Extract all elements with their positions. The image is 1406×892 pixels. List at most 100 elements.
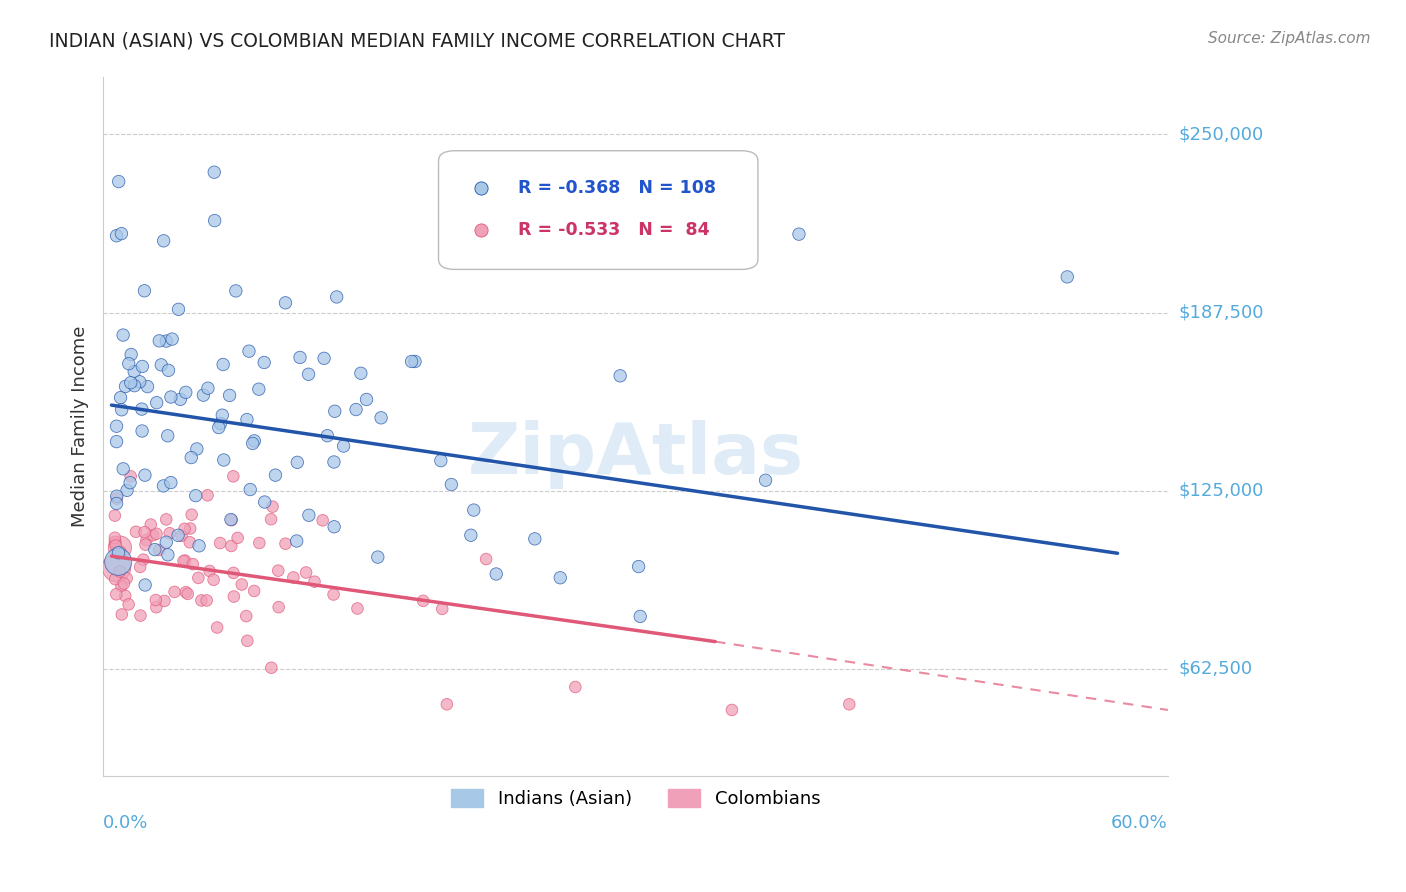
Point: [195, 593, 218, 607]
Point: [180, 508, 202, 522]
Text: $250,000: $250,000: [1180, 126, 1264, 144]
Point: [180, 450, 202, 465]
Point: [523, 532, 546, 546]
Point: [160, 332, 183, 346]
Point: [134, 578, 156, 592]
Point: [325, 290, 347, 304]
Point: [436, 698, 458, 712]
Point: [346, 601, 368, 615]
Point: [242, 436, 264, 450]
Point: [211, 408, 233, 422]
Point: [145, 395, 167, 409]
Point: [323, 520, 346, 534]
Point: [1056, 269, 1078, 284]
Point: [209, 417, 232, 431]
Point: [105, 560, 128, 574]
Point: [202, 573, 225, 587]
Point: [155, 535, 177, 549]
Text: R = -0.533   N =  84: R = -0.533 N = 84: [519, 220, 710, 239]
Point: [193, 388, 215, 402]
Point: [221, 513, 243, 527]
Point: [108, 541, 131, 555]
Text: $187,500: $187,500: [1180, 303, 1264, 321]
Point: [105, 434, 128, 449]
Point: [170, 529, 193, 543]
Point: [267, 600, 290, 615]
Point: [131, 402, 153, 417]
Legend: Indians (Asian), Colombians: Indians (Asian), Colombians: [443, 781, 828, 815]
Point: [163, 585, 186, 599]
Point: [117, 598, 139, 612]
Point: [104, 508, 127, 523]
Point: [440, 477, 463, 491]
Point: [485, 566, 508, 581]
Point: [212, 358, 235, 372]
Point: [112, 576, 135, 591]
Point: [609, 368, 631, 383]
Point: [159, 526, 181, 541]
Point: [350, 366, 373, 380]
Point: [120, 347, 142, 361]
Point: [721, 703, 744, 717]
Point: [174, 585, 197, 599]
Point: [218, 388, 240, 402]
Point: [432, 602, 454, 616]
Point: [332, 439, 354, 453]
Point: [260, 512, 283, 526]
Point: [247, 536, 270, 550]
Point: [222, 469, 245, 483]
Point: [125, 524, 148, 539]
Point: [107, 175, 129, 189]
Text: $62,500: $62,500: [1180, 660, 1253, 678]
Point: [197, 488, 219, 502]
Point: [239, 483, 262, 497]
Point: [295, 566, 318, 580]
Point: [112, 328, 135, 343]
Point: [314, 351, 336, 366]
Point: [475, 552, 498, 566]
Point: [181, 557, 204, 571]
Point: [205, 620, 228, 634]
Point: [627, 559, 650, 574]
Point: [260, 661, 283, 675]
Point: [323, 455, 346, 469]
Point: [160, 475, 183, 490]
Point: [553, 247, 575, 261]
Point: [139, 517, 162, 532]
Point: [187, 571, 209, 585]
Point: [316, 428, 339, 442]
Point: [838, 698, 860, 712]
Point: [114, 379, 136, 393]
Point: [197, 381, 219, 395]
Point: [283, 570, 305, 584]
Point: [304, 574, 326, 589]
Point: [564, 680, 586, 694]
Point: [208, 420, 231, 434]
Point: [288, 351, 311, 365]
Point: [548, 571, 571, 585]
Point: [463, 503, 485, 517]
Point: [105, 228, 128, 243]
Point: [135, 533, 157, 547]
Point: [274, 537, 297, 551]
Point: [470, 219, 492, 233]
Point: [177, 587, 200, 601]
Point: [110, 391, 132, 405]
Point: [110, 227, 132, 241]
Point: [298, 508, 321, 523]
Point: [202, 165, 225, 179]
Point: [188, 539, 211, 553]
Point: [156, 548, 179, 562]
Point: [134, 284, 156, 298]
Y-axis label: Median Family Income: Median Family Income: [72, 326, 89, 527]
Point: [111, 402, 134, 417]
Point: [142, 528, 165, 542]
Point: [111, 607, 134, 622]
Point: [186, 442, 208, 456]
Point: [311, 513, 333, 527]
Point: [115, 483, 138, 498]
Point: [145, 593, 167, 607]
FancyBboxPatch shape: [439, 151, 758, 269]
Point: [129, 560, 152, 574]
Point: [174, 553, 197, 567]
